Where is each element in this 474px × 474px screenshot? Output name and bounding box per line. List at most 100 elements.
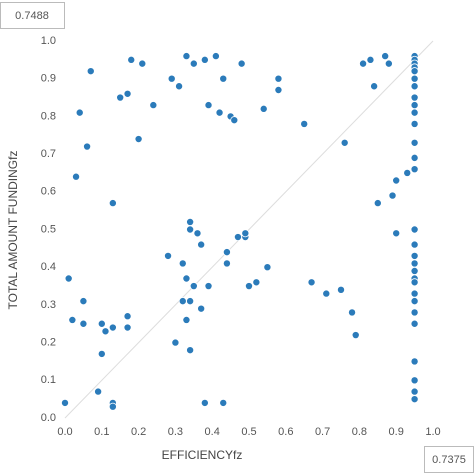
point [359,59,368,68]
point [116,93,125,102]
point [384,59,393,68]
x-tick-label: 0.3 [168,426,183,438]
point [204,282,213,291]
point [410,251,419,260]
point [101,327,110,336]
point [182,274,191,283]
point [336,285,345,294]
y-tick-label: 0.0 [41,412,56,424]
point [233,233,242,242]
point [86,67,95,76]
point [259,104,268,113]
point [410,266,419,275]
point [410,259,419,268]
point [244,282,253,291]
point [392,176,401,185]
y-tick-label: 0.6 [41,186,56,198]
point [171,338,180,347]
point [83,142,92,151]
point [410,108,419,117]
point [64,274,73,283]
point [410,67,419,76]
point [79,319,88,328]
point [263,263,272,272]
point [410,297,419,306]
x-tick-label: 0.4 [205,426,220,438]
point [108,199,117,208]
point [186,346,195,355]
x-tick-label: 0.0 [57,426,72,438]
annotation-box [424,446,474,473]
point [211,52,220,61]
point [410,74,419,83]
x-tick-label: 0.1 [94,426,109,438]
point [403,168,412,177]
point [388,191,397,200]
point [61,398,70,407]
point [72,172,81,181]
reference-line [64,40,434,419]
point [410,153,419,162]
y-tick-label: 0.1 [41,374,56,386]
x-tick-label: 0.8 [352,426,367,438]
point [123,323,132,332]
point [410,82,419,91]
point [204,101,213,110]
x-tick-label: 0.6 [278,426,293,438]
point [186,217,195,226]
y-tick-label: 0.7 [41,148,56,160]
point [138,59,147,68]
point [123,89,132,98]
point [410,225,419,234]
point [182,315,191,324]
point [79,297,88,306]
point [410,240,419,249]
point [237,59,246,68]
point [164,251,173,260]
point [307,278,316,287]
point [123,312,132,321]
point [219,74,228,83]
point [197,240,206,249]
point [274,74,283,83]
point [189,282,198,291]
y-tick-label: 0.5 [41,223,56,235]
y-axis-title: TOTAL AMOUNT FUNDINGfz [6,151,20,310]
point [219,398,228,407]
point [252,278,261,287]
x-tick-label: 0.7 [315,426,330,438]
x-tick-label: 0.5 [241,426,256,438]
point [97,319,106,328]
point [175,82,184,91]
point [230,116,239,125]
point [410,93,419,102]
point [274,86,283,95]
y-tick-label: 0.8 [41,110,56,122]
point [186,225,195,234]
point [366,55,375,64]
point [410,101,419,110]
point [178,259,187,268]
point [182,52,191,61]
point [381,52,390,61]
point [108,402,117,411]
point [200,55,209,64]
point [410,387,419,396]
point [193,229,202,238]
point [200,398,209,407]
point [68,315,77,324]
y-tick-label: 0.4 [41,261,56,273]
point [149,101,158,110]
point [373,199,382,208]
x-axis-title: EFFICIENCYfz [162,448,243,462]
point [300,119,309,128]
point [348,308,357,317]
point [94,387,103,396]
annotation: 0.7488 [15,10,49,22]
annotation: 0.7375 [432,454,466,466]
annotation-box [0,2,65,29]
point [197,304,206,313]
point [410,165,419,174]
y-tick-label: 0.2 [41,337,56,349]
